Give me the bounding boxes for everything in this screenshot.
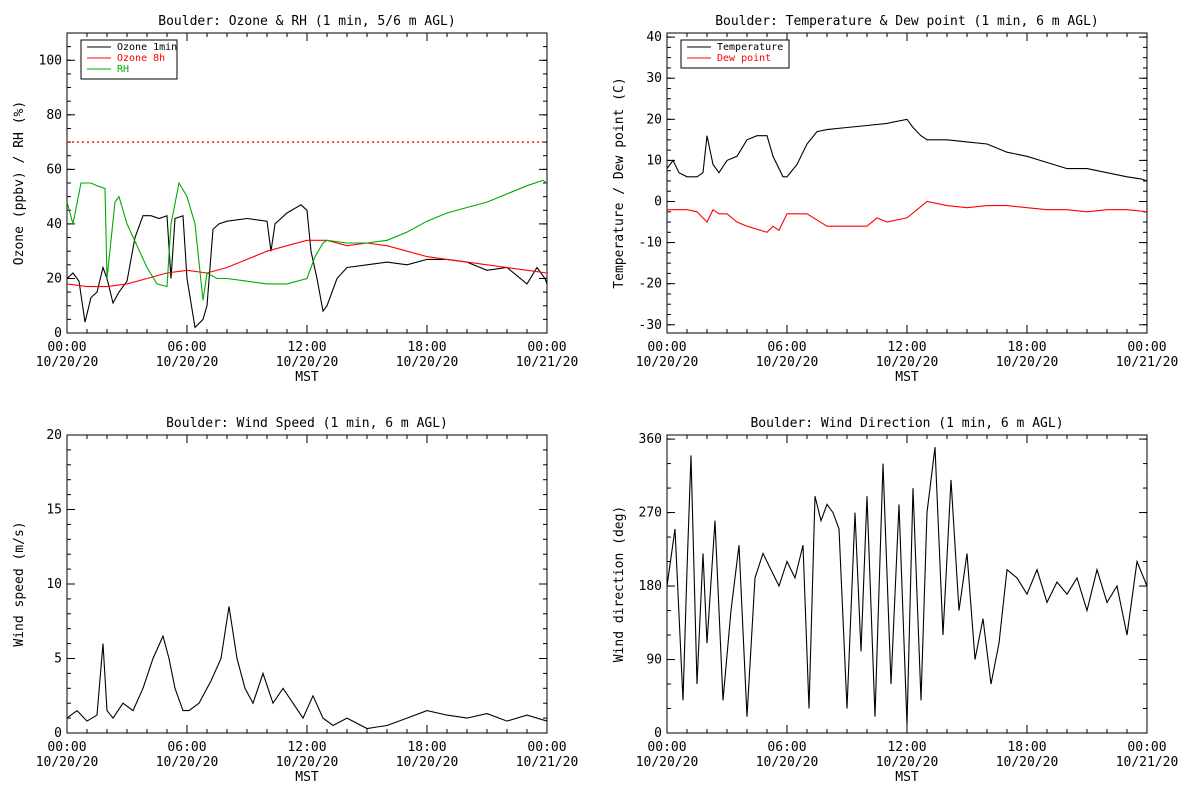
y-axis-label: Wind direction (deg) xyxy=(612,506,627,663)
y-tick-label: 20 xyxy=(46,271,62,286)
x-tick-label-time: 18:00 xyxy=(407,340,446,355)
x-tick-label-date: 10/21/20 xyxy=(516,355,579,370)
legend-label: Ozone 1min xyxy=(117,42,177,53)
chart-title: Boulder: Wind Direction (1 min, 6 m AGL) xyxy=(750,416,1063,431)
y-tick-label: 80 xyxy=(46,108,62,123)
chart-panel-1: Boulder: Ozone & RH (1 min, 5/6 m AGL) 0 2… xyxy=(12,14,578,385)
y-tick-label: 0 xyxy=(54,726,62,741)
x-tick-label-date: 10/21/20 xyxy=(516,755,579,770)
series-line-1 xyxy=(67,204,547,329)
x-tick-label-date: 10/20/20 xyxy=(876,355,939,370)
x-tick-label-time: 12:00 xyxy=(887,340,926,355)
y-axis-label: Temperature / Dew point (C) xyxy=(612,77,627,288)
y-tick-label: 360 xyxy=(639,432,662,447)
plot-frame xyxy=(666,434,1148,734)
x-tick-label-time: 00:00 xyxy=(527,740,566,755)
x-tick-label-time: 06:00 xyxy=(167,340,206,355)
legend-label: Ozone 8h xyxy=(117,53,165,64)
series-line-1 xyxy=(667,118,1147,182)
legend-box xyxy=(680,39,790,69)
x-tick-label-date: 10/20/20 xyxy=(636,755,699,770)
y-tick-label: 180 xyxy=(639,579,662,594)
x-tick-label-time: 18:00 xyxy=(407,740,446,755)
x-tick-label-time: 00:00 xyxy=(1127,740,1166,755)
x-tick-label-date: 10/20/20 xyxy=(996,755,1059,770)
x-tick-label-time: 06:00 xyxy=(167,740,206,755)
x-tick-label-time: 00:00 xyxy=(647,740,686,755)
x-tick-label-date: 10/20/20 xyxy=(396,355,459,370)
y-axis-label: Ozone (ppbv) / RH (%) xyxy=(12,101,27,265)
x-tick-label-date: 10/20/20 xyxy=(276,755,339,770)
x-tick-label-date: 10/20/20 xyxy=(756,355,819,370)
x-axis-label: MST xyxy=(295,770,319,785)
y-tick-label: 15 xyxy=(46,503,62,518)
x-tick-label-date: 10/20/20 xyxy=(396,755,459,770)
x-tick-label-time: 06:00 xyxy=(767,740,806,755)
series-line-2 xyxy=(667,200,1147,233)
x-tick-label-date: 10/20/20 xyxy=(156,755,219,770)
y-tick-label: 20 xyxy=(46,428,62,443)
series-line-1 xyxy=(67,606,547,730)
x-tick-label-date: 10/20/20 xyxy=(636,355,699,370)
y-tick-label: 0 xyxy=(654,726,662,741)
x-tick-label-date: 10/20/20 xyxy=(156,355,219,370)
x-axis-label: MST xyxy=(295,370,319,385)
chart-title: Boulder: Ozone & RH (1 min, 5/6 m AGL) xyxy=(158,14,455,29)
x-tick-label-time: 00:00 xyxy=(647,340,686,355)
plot-frame xyxy=(666,32,1148,334)
chart-panel-3: Boulder: Wind Speed (1 min, 6 m AGL) 0 5 10… xyxy=(12,416,578,785)
y-tick-label: 5 xyxy=(54,652,62,667)
y-tick-label: 10 xyxy=(646,153,662,168)
x-tick-label-time: 18:00 xyxy=(1007,340,1046,355)
x-tick-label-date: 10/20/20 xyxy=(876,755,939,770)
y-tick-label: 20 xyxy=(646,112,662,127)
x-tick-label-date: 10/20/20 xyxy=(996,355,1059,370)
series-line-2 xyxy=(67,239,547,288)
x-tick-label-time: 00:00 xyxy=(47,340,86,355)
x-tick-label-date: 10/21/20 xyxy=(1116,755,1179,770)
chart-panel-4: Boulder: Wind Direction (1 min, 6 m AGL)… xyxy=(612,416,1178,785)
x-tick-label-time: 12:00 xyxy=(287,340,326,355)
x-tick-label-date: 10/20/20 xyxy=(756,755,819,770)
legend-label: RH xyxy=(117,64,129,75)
x-tick-label-date: 10/20/20 xyxy=(36,355,99,370)
x-axis-label: MST xyxy=(895,770,919,785)
y-tick-label: 0 xyxy=(654,194,662,209)
y-tick-label: 270 xyxy=(639,506,662,521)
series-line-3 xyxy=(67,179,547,301)
x-tick-label-date: 10/20/20 xyxy=(276,355,339,370)
chart-title: Boulder: Temperature & Dew point (1 min,… xyxy=(715,14,1099,29)
x-tick-label-time: 00:00 xyxy=(527,340,566,355)
x-tick-label-time: 12:00 xyxy=(287,740,326,755)
x-tick-label-date: 10/21/20 xyxy=(1116,355,1179,370)
y-tick-label: 90 xyxy=(646,653,662,668)
y-axis-label: Wind speed (m/s) xyxy=(12,521,27,646)
series-line-1 xyxy=(667,447,1147,725)
y-tick-label: 40 xyxy=(646,30,662,45)
y-tick-label: 30 xyxy=(646,71,662,86)
x-tick-label-time: 12:00 xyxy=(887,740,926,755)
x-tick-label-time: 00:00 xyxy=(1127,340,1166,355)
chart-panel-2: Boulder: Temperature & Dew point (1 min,… xyxy=(612,14,1178,385)
chart-title: Boulder: Wind Speed (1 min, 6 m AGL) xyxy=(166,416,448,431)
y-tick-label: 10 xyxy=(46,577,62,592)
y-tick-label: 100 xyxy=(39,53,62,68)
x-tick-label-date: 10/20/20 xyxy=(36,755,99,770)
y-tick-label: 40 xyxy=(46,217,62,232)
y-tick-label: 60 xyxy=(46,162,62,177)
x-tick-label-time: 00:00 xyxy=(47,740,86,755)
plot-frame xyxy=(66,434,548,734)
legend-label: Dew point xyxy=(717,53,771,64)
legend-label: Temperature xyxy=(717,42,783,53)
y-tick-label: -30 xyxy=(639,318,662,333)
x-tick-label-time: 18:00 xyxy=(1007,740,1046,755)
x-axis-label: MST xyxy=(895,370,919,385)
y-tick-label: 0 xyxy=(54,326,62,341)
x-tick-label-time: 06:00 xyxy=(767,340,806,355)
y-tick-label: -20 xyxy=(639,277,662,292)
y-tick-label: -10 xyxy=(639,236,662,251)
